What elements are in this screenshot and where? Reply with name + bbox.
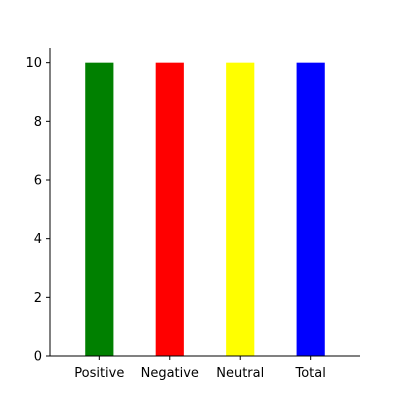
bar-negative <box>155 62 184 357</box>
y-tick-label: 0 <box>34 350 42 365</box>
bar-positive <box>85 62 114 357</box>
bar-neutral <box>226 62 255 357</box>
x-axis: Positive Negative Neutral Total <box>50 355 360 381</box>
y-tick-label: 8 <box>34 115 42 130</box>
bars-layer <box>85 62 325 357</box>
y-tick-label: 2 <box>34 291 42 306</box>
bar-total <box>296 62 325 357</box>
y-tick-label: 6 <box>34 174 42 189</box>
y-tick-label: 4 <box>34 232 42 247</box>
x-tick-label-total: Total <box>294 366 325 381</box>
x-tick-label-neutral: Neutral <box>216 366 264 381</box>
y-axis: 0 2 4 6 8 10 <box>25 48 51 365</box>
x-tick-label-negative: Negative <box>141 366 199 381</box>
y-tick-label: 10 <box>25 56 42 71</box>
x-tick-label-positive: Positive <box>74 366 124 381</box>
